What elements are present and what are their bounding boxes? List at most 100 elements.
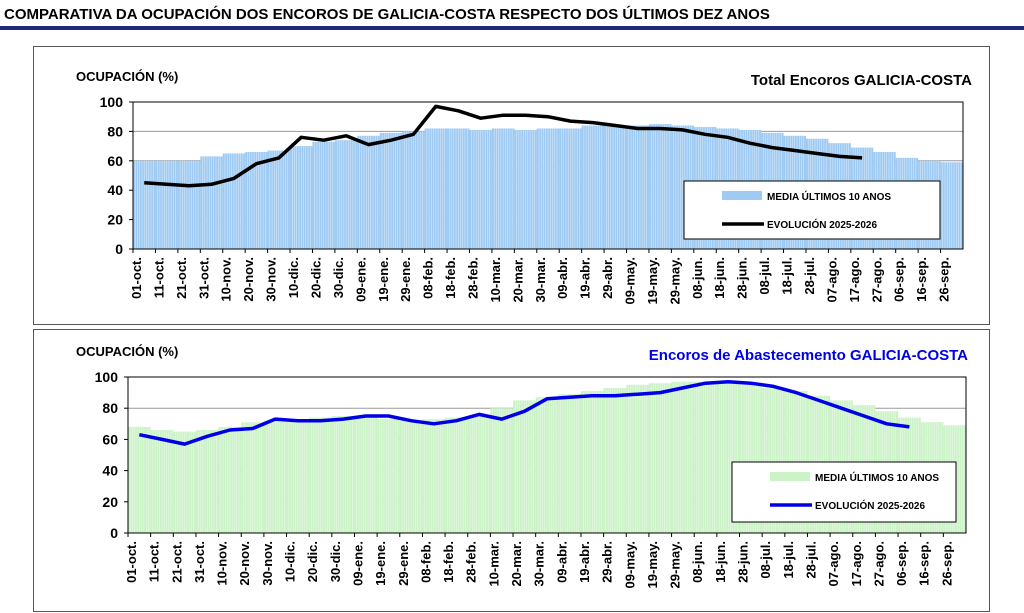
plot-area xyxy=(127,376,967,534)
x-tick-label: 20-nov. xyxy=(241,257,256,302)
x-tick-label: 18-jun. xyxy=(712,257,727,299)
x-tick-label: 08-jun. xyxy=(690,257,705,299)
title-divider xyxy=(0,26,1024,30)
x-tick-label: 26-sep. xyxy=(937,257,952,302)
x-tick-label: 28-jul. xyxy=(802,257,817,295)
media-bar xyxy=(558,394,581,533)
media-bar xyxy=(133,160,156,249)
media-bar xyxy=(604,125,627,249)
media-bar xyxy=(195,430,219,533)
y-tick-label: 0 xyxy=(115,241,123,257)
x-tick-label: 30-nov. xyxy=(260,541,275,586)
media-bar xyxy=(354,417,378,533)
x-tick-label: 09-ene. xyxy=(350,541,365,586)
y-axis-label: OCUPACIÓN (%) xyxy=(76,344,178,359)
x-tick-label: 31-oct. xyxy=(196,257,211,299)
x-tick-label: 29-abr. xyxy=(600,541,615,583)
chart-panel-total: Total Encoros GALICIA-COSTA OCUPACIÓN (%)… xyxy=(33,46,990,325)
media-bar xyxy=(177,160,201,249)
media-bar xyxy=(286,419,310,533)
media-bar xyxy=(312,141,335,249)
legend-media-label: MEDIA ÚLTIMOS 10 ANOS xyxy=(815,471,939,484)
media-bar xyxy=(581,125,605,249)
x-tick-label: 29-may. xyxy=(668,541,683,588)
x-tick-label: 30-dic. xyxy=(328,541,343,582)
media-bar xyxy=(535,397,559,533)
x-tick-label: 09-may. xyxy=(623,257,638,304)
x-tick-label: 19-may. xyxy=(645,257,660,304)
legend-media-label: MEDIA ÚLTIMOS 10 ANOS xyxy=(767,190,891,203)
x-tick-label: 10-dic. xyxy=(286,257,301,298)
x-tick-label: 27-ago. xyxy=(869,257,884,303)
x-tick-label: 09-abr. xyxy=(554,541,569,583)
x-tick-label: 19-ene. xyxy=(376,257,391,302)
y-tick-label: 40 xyxy=(107,182,123,198)
x-tick-label: 18-jun. xyxy=(713,541,728,583)
evolucion-line xyxy=(138,379,910,446)
x-tick-label: 08-feb. xyxy=(418,541,433,583)
media-bar xyxy=(402,131,425,249)
media-bar xyxy=(580,391,604,533)
media-bar xyxy=(331,416,355,533)
x-tick-label: 29-may. xyxy=(667,257,682,304)
x-tick-label: 10-mar. xyxy=(486,541,501,587)
x-tick-label: 11-oct. xyxy=(147,541,162,582)
evolucion-line xyxy=(144,104,863,188)
x-tick-label: 19-may. xyxy=(645,541,660,588)
media-bar xyxy=(334,140,358,249)
media-bar xyxy=(241,422,264,533)
x-tick-label: 17-ago. xyxy=(849,541,864,587)
media-bar xyxy=(467,416,491,533)
chart-title: Total Encoros GALICIA-COSTA xyxy=(751,72,972,89)
x-tick-label: 18-feb. xyxy=(441,541,456,583)
y-tick-label: 100 xyxy=(95,369,119,385)
x-tick-label: 08-jul. xyxy=(758,541,773,579)
y-tick-label: 20 xyxy=(107,212,123,228)
x-tick-label: 18-jul. xyxy=(780,257,795,295)
media-bar xyxy=(150,430,174,533)
x-tick-label: 16-sep. xyxy=(914,257,929,302)
x-tick-label: 11-oct. xyxy=(151,257,166,298)
x-tick-label: 20-mar. xyxy=(509,541,524,587)
media-bar xyxy=(263,420,287,533)
legend-box xyxy=(731,461,957,523)
media-bar xyxy=(377,419,400,533)
media-bar xyxy=(422,419,446,533)
media-bar xyxy=(603,387,627,533)
x-tick-label: 10-dic. xyxy=(283,541,298,582)
media-bar xyxy=(491,128,515,249)
x-tick-label: 21-oct. xyxy=(174,257,189,299)
chart-title: Encoros de Abastecemento GALICIA-COSTA xyxy=(649,347,968,364)
legend-evolucion-label: EVOLUCIÓN 2025-2026 xyxy=(767,218,877,231)
chart-legend: MEDIA ÚLTIMOS 10 ANOS EVOLUCIÓN 2025-2026 xyxy=(731,461,957,523)
x-tick-label: 30-nov. xyxy=(264,257,279,302)
x-tick-label: 07-ago. xyxy=(824,257,839,303)
x-tick-label: 10-nov. xyxy=(215,541,230,586)
x-tick-label: 06-sep. xyxy=(894,541,909,586)
y-axis-label: OCUPACIÓN (%) xyxy=(76,69,178,84)
y-tick-label: 20 xyxy=(102,494,118,510)
media-bar xyxy=(222,153,246,249)
legend-media-swatch xyxy=(722,191,762,200)
y-tick-label: 0 xyxy=(110,525,118,541)
x-tick-label: 20-nov. xyxy=(237,541,252,586)
media-bar xyxy=(469,129,492,249)
x-tick-label: 08-feb. xyxy=(421,257,436,299)
y-tick-label: 100 xyxy=(100,94,124,110)
chart-legend: MEDIA ÚLTIMOS 10 ANOS EVOLUCIÓN 2025-2026 xyxy=(683,180,941,240)
media-bar xyxy=(559,128,582,249)
chart-encoros-abastecemento: Encoros de Abastecemento GALICIA-COSTA OC… xyxy=(76,344,968,588)
plot-area xyxy=(132,101,964,250)
x-tick-label: 01-oct. xyxy=(124,541,139,583)
x-tick-label: 29-ene. xyxy=(396,541,411,586)
media-bar xyxy=(357,135,380,249)
y-tick-label: 40 xyxy=(102,463,118,479)
y-tick-label: 80 xyxy=(102,400,118,416)
media-bar xyxy=(173,431,196,533)
x-tick-label: 09-may. xyxy=(622,541,637,588)
x-tick-label: 28-feb. xyxy=(464,541,479,583)
media-bar xyxy=(514,129,537,249)
legend-evolucion-label: EVOLUCIÓN 2025-2026 xyxy=(815,499,925,512)
media-bar xyxy=(290,146,313,249)
x-tick-label: 28-jun. xyxy=(735,257,750,299)
